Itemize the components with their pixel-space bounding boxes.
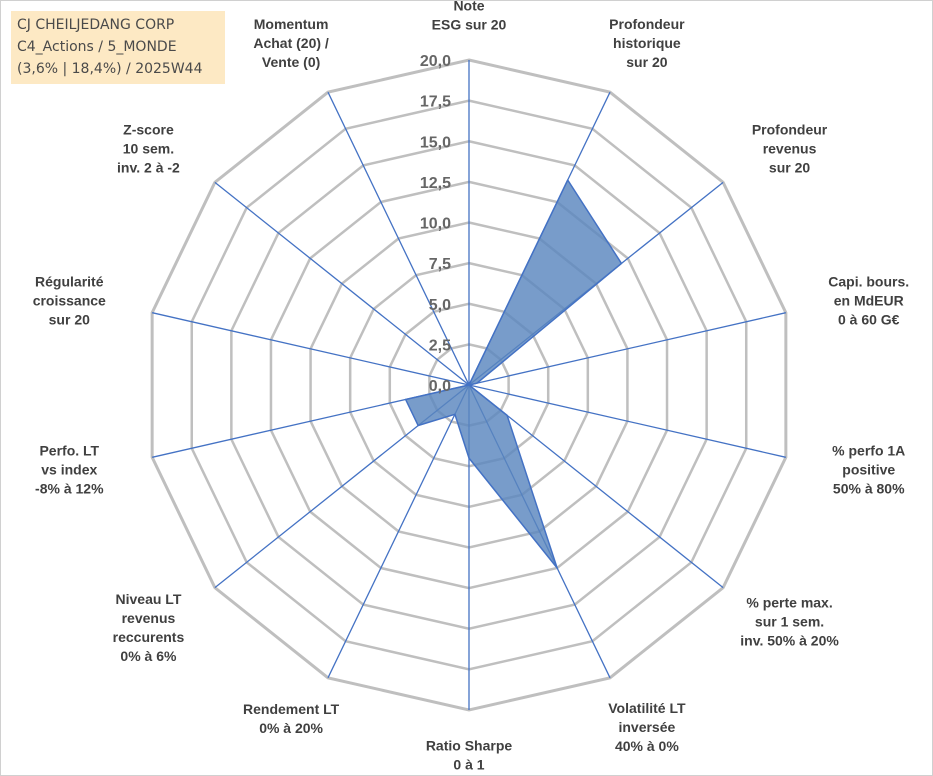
axis-label-group: Perfo. LT vs index -8% à 12%	[35, 442, 104, 496]
axis-label: Capi. bours.	[828, 274, 909, 290]
tick-label: 10,0	[420, 216, 451, 233]
tick-label: 15,0	[420, 134, 451, 151]
axis-label: sur 20	[769, 159, 810, 175]
axis-label-group: % perte max. sur 1 sem. inv. 50% à 20%	[740, 595, 839, 649]
axis-label: % perte max.	[746, 595, 832, 611]
axis-label: 0% à 20%	[259, 720, 323, 736]
axis-label-group: % perfo 1A positive 50% à 80%	[832, 442, 905, 496]
axis-spoke	[468, 384, 724, 589]
axis-label: reccurents	[113, 629, 185, 645]
axis-label-group: Profondeur historique sur 20	[609, 16, 685, 70]
axis-spoke	[327, 384, 470, 679]
axis-label: Momentum	[254, 16, 329, 32]
axis-label: revenus	[763, 140, 817, 156]
tick-labels: 0,0 2,5 5,0 7,5 10,0 12,5 15,0 17,5 20,0	[420, 53, 451, 395]
tick-label: 20,0	[420, 53, 451, 70]
axis-label: % perfo 1A	[832, 442, 905, 458]
axis-label-group: Profondeur revenus sur 20	[752, 121, 828, 175]
axis-spoke	[327, 91, 470, 386]
axis-label: Vente (0)	[262, 54, 320, 70]
axis-label: revenus	[122, 610, 176, 626]
axis-label: Achat (20) /	[253, 35, 329, 51]
axis-label: 10 sem.	[123, 140, 174, 156]
axis-label: 50% à 80%	[833, 480, 905, 496]
axis-label: 0 à 1	[453, 757, 484, 773]
axis-label: inv. 50% à 20%	[740, 633, 839, 649]
axis-label-group: Régularité croissance sur 20	[33, 274, 106, 328]
axis-label: Ratio Sharpe	[426, 738, 513, 754]
axis-label: Profondeur	[609, 16, 685, 32]
axis-label: historique	[613, 35, 681, 51]
tick-label: 2,5	[429, 337, 451, 354]
axis-label: Z-score	[123, 121, 174, 137]
tick-label: 5,0	[429, 297, 451, 314]
series-area	[404, 179, 623, 569]
axis-label: -8% à 12%	[35, 480, 104, 496]
title-company: CJ CHEILJEDANG CORP	[17, 17, 175, 33]
axis-label-group: Note ESG sur 20	[432, 1, 507, 33]
axis-labels: Note ESG sur 20 Profondeur historique sur 20…	[33, 1, 909, 773]
axis-label: 40% à 0%	[615, 738, 679, 754]
axis-label-group: Z-score 10 sem. inv. 2 à -2	[117, 121, 180, 175]
axis-label: 0 à 60 G€	[838, 312, 900, 328]
axis-label: Régularité	[35, 274, 104, 290]
axis-label: Rendement LT	[243, 701, 340, 717]
axis-label: vs index	[41, 461, 97, 477]
axis-label: Volatilité LT	[608, 700, 686, 716]
axis-spoke	[152, 312, 470, 386]
axis-label: Note	[453, 1, 484, 14]
series-layer	[404, 179, 623, 569]
axis-label: Niveau LT	[116, 591, 182, 607]
axis-label-group: Momentum Achat (20) / Vente (0)	[253, 16, 329, 70]
axis-label-group: Capi. bours. en MdEUR 0 à 60 G€	[828, 274, 909, 328]
axis-label-group: Niveau LT revenus reccurents 0% à 6%	[113, 591, 185, 664]
axis-label: 0% à 6%	[120, 648, 177, 664]
axis-label: sur 20	[49, 312, 90, 328]
axis-label: Perfo. LT	[39, 442, 99, 458]
title-stats: (3,6% | 18,4%) / 2025W44	[17, 61, 203, 77]
axis-label-group: Rendement LT 0% à 20%	[243, 701, 340, 736]
axis-label: sur 1 sem.	[755, 614, 824, 630]
tick-label: 17,5	[420, 94, 451, 111]
axis-spoke	[214, 181, 470, 386]
axis-label-group: Ratio Sharpe 0 à 1	[426, 738, 513, 773]
title-box: CJ CHEILJEDANG CORP C4_Actions / 5_MONDE…	[11, 11, 225, 84]
axis-spoke	[468, 312, 786, 386]
title-portfolio: C4_Actions / 5_MONDE	[17, 39, 177, 55]
axis-spoke	[468, 384, 786, 458]
axis-label: en MdEUR	[834, 293, 904, 309]
axis-label-group: Volatilité LT inversée 40% à 0%	[608, 700, 686, 754]
axis-label: sur 20	[626, 54, 667, 70]
tick-label: 7,5	[429, 256, 451, 273]
axis-label: croissance	[33, 293, 106, 309]
tick-label: 0,0	[429, 378, 451, 395]
axis-label: inversée	[618, 719, 675, 735]
axis-label: ESG sur 20	[432, 17, 507, 33]
axis-label: Profondeur	[752, 121, 828, 137]
tick-label: 12,5	[420, 175, 451, 192]
axis-label: inv. 2 à -2	[117, 159, 180, 175]
axis-label: positive	[842, 461, 895, 477]
